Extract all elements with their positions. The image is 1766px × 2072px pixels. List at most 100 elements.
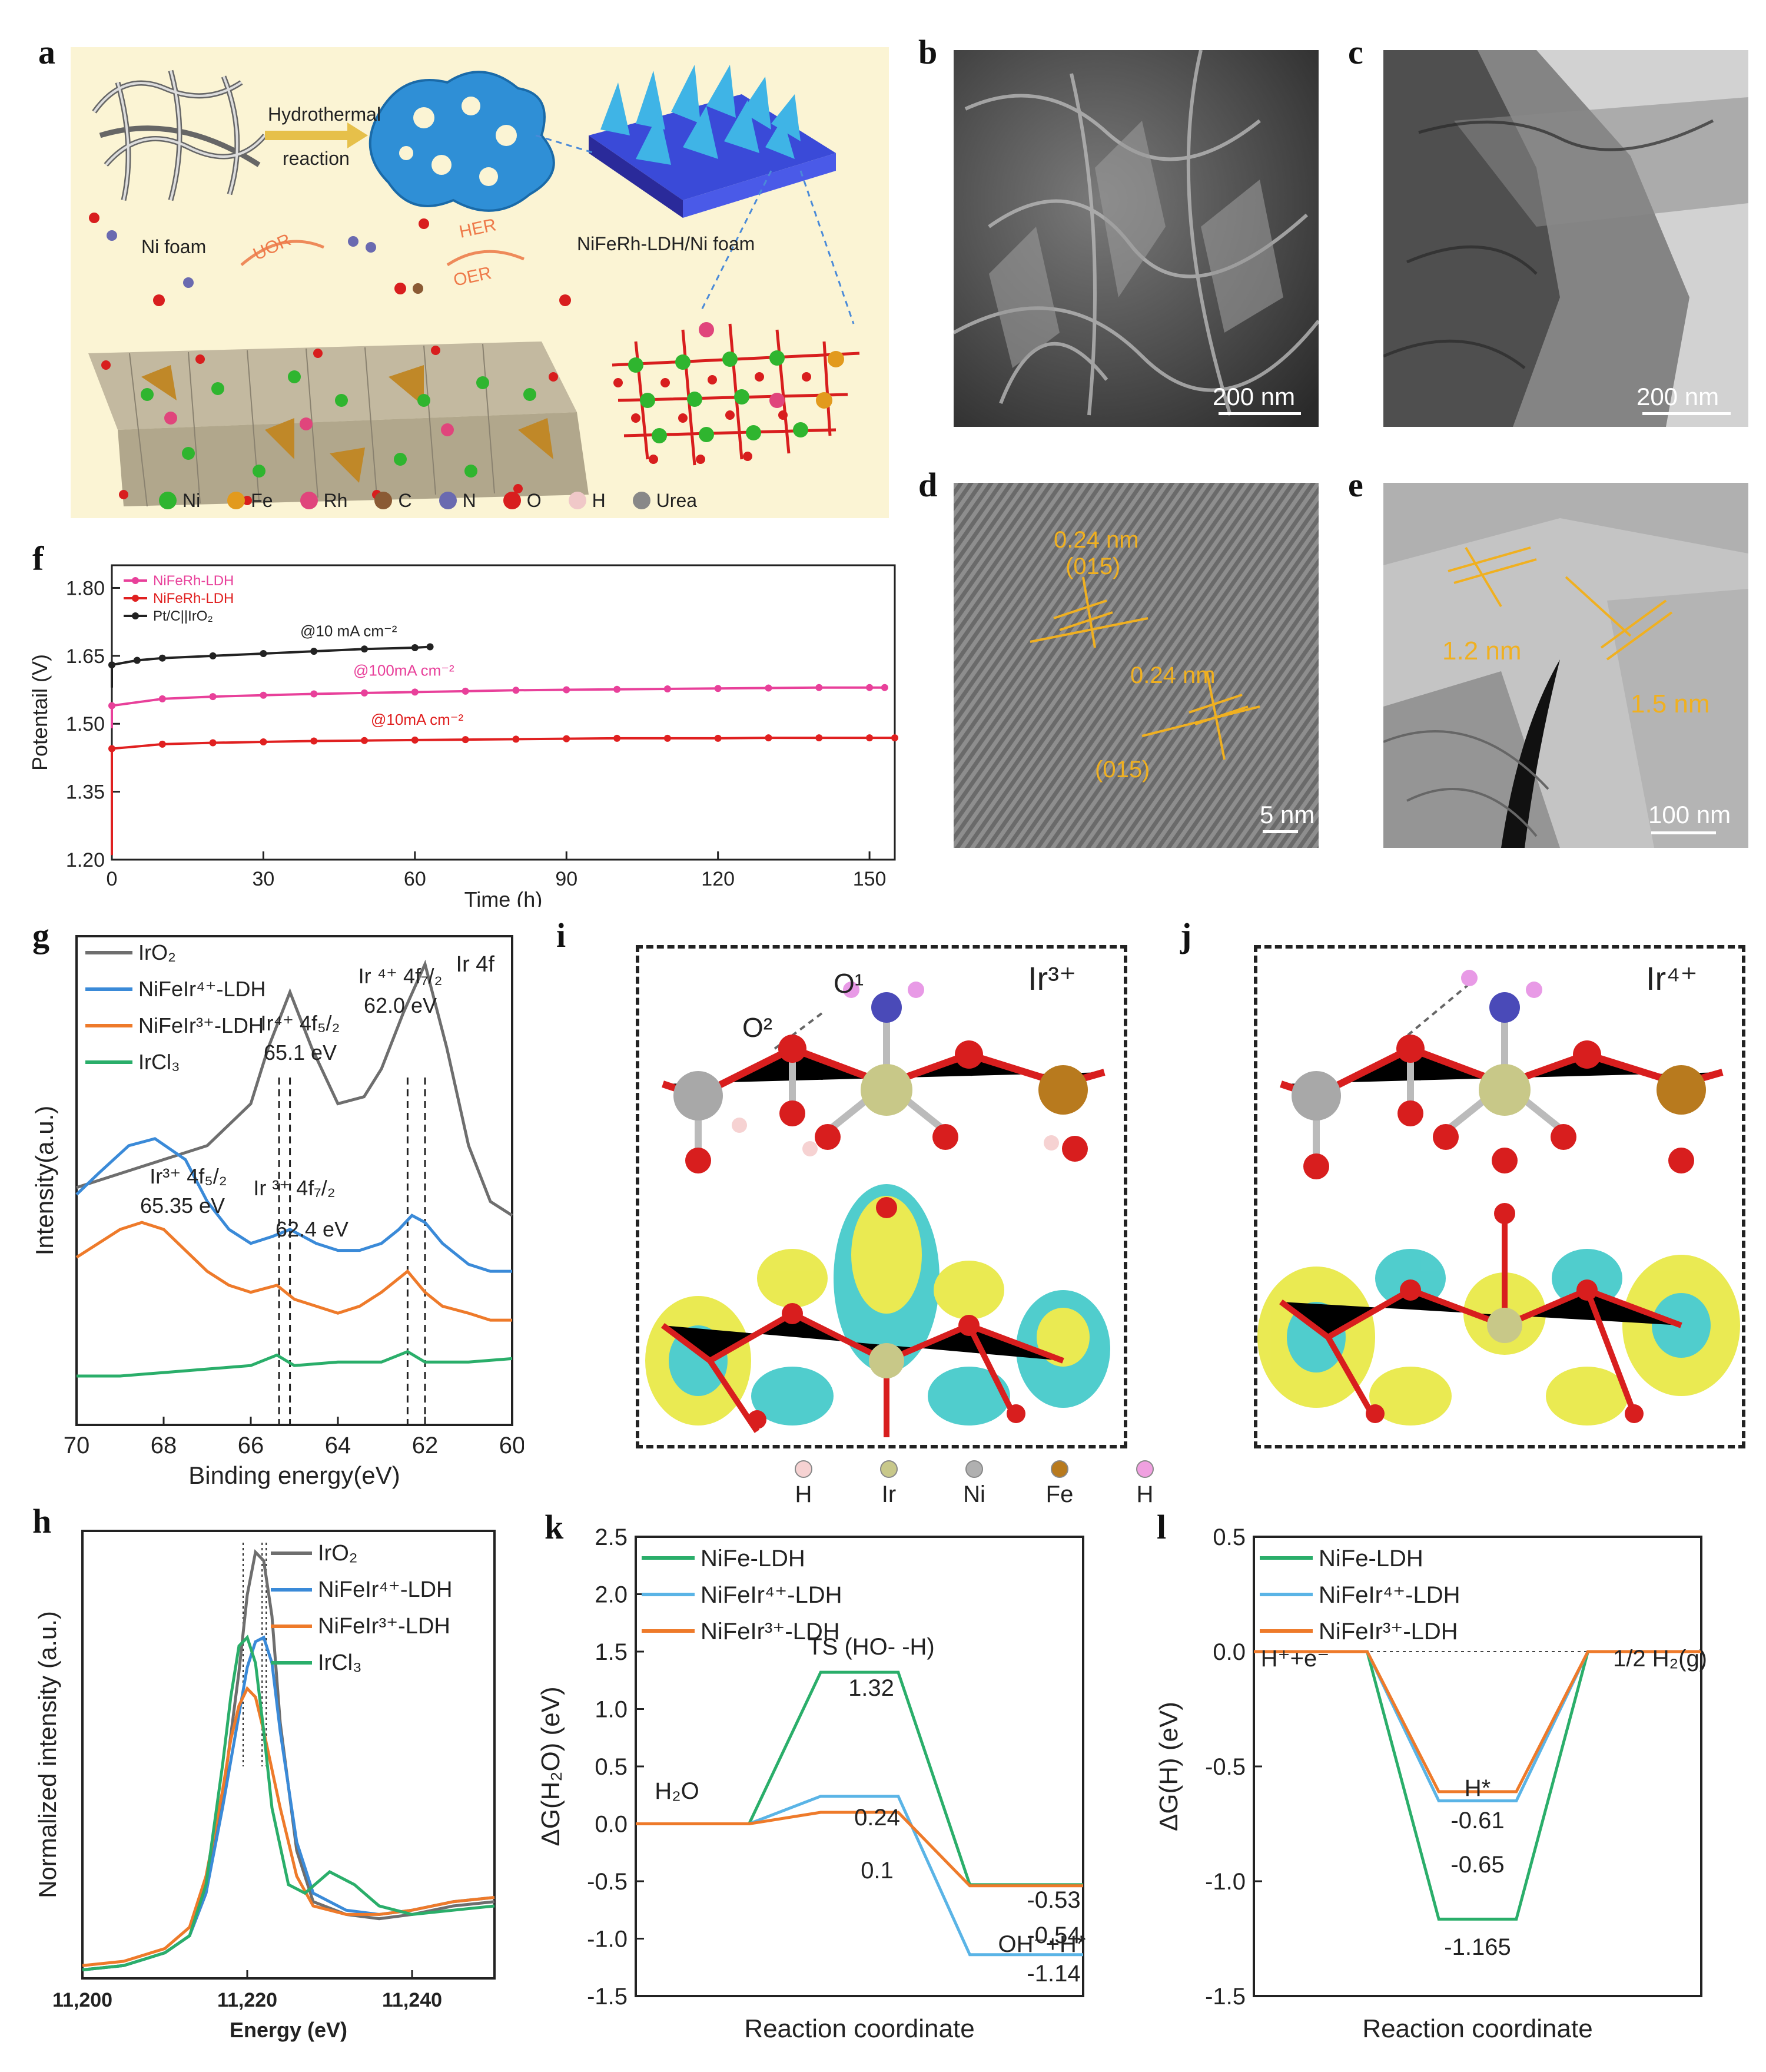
x-tick-label: 30 xyxy=(253,868,275,890)
data-point xyxy=(158,695,166,702)
legend-ij-swatch xyxy=(880,1460,898,1478)
value-label: 1.32 xyxy=(848,1675,894,1701)
data-point xyxy=(411,688,419,696)
legend-label: NiFeIr⁴⁺-LDH xyxy=(1319,1582,1460,1608)
legend-marker xyxy=(132,577,139,584)
x-tick-label: 150 xyxy=(853,868,887,890)
legend-a-label: C xyxy=(398,489,412,511)
state-label: OH⁻+H* xyxy=(998,1931,1086,1957)
svg-text:1.5 nm: 1.5 nm xyxy=(1631,689,1710,718)
y-tick-label: 1.5 xyxy=(595,1639,628,1665)
svg-text:1.2 nm: 1.2 nm xyxy=(1442,636,1522,665)
data-point xyxy=(260,691,267,699)
scalebar-e xyxy=(1651,831,1716,834)
legend-ij-swatch xyxy=(795,1460,812,1478)
panel-label-d: d xyxy=(918,466,938,504)
state-label: TS (HO- -H) xyxy=(808,1634,935,1660)
legend-a-item: Urea xyxy=(632,490,697,512)
svg-text:0.24 nm: 0.24 nm xyxy=(1054,527,1139,553)
legend-ij-label: Ir xyxy=(881,1481,897,1507)
data-point xyxy=(209,739,217,747)
legend-a-swatch xyxy=(568,492,586,509)
ni-foam-label: Ni foam xyxy=(141,236,206,257)
value-label: -1.14 xyxy=(1027,1961,1080,1987)
legend-label: IrO₂ xyxy=(318,1541,358,1566)
data-point xyxy=(563,686,570,694)
x-tick-label: 60 xyxy=(404,868,426,890)
peak-annotation: 62.0 eV xyxy=(364,993,437,1017)
peak-annotation: 62.4 eV xyxy=(275,1217,348,1241)
series-line xyxy=(75,1221,512,1322)
data-point xyxy=(361,737,369,744)
legend-a-label: O xyxy=(526,489,542,511)
series-line xyxy=(82,1686,495,1967)
y-tick-label: 1.80 xyxy=(66,577,105,599)
x-tick-label: 11,240 xyxy=(382,1989,442,2011)
data-point xyxy=(613,734,621,742)
legend-label: Pt/C||IrO₂ xyxy=(153,608,213,624)
svg-text:O²: O² xyxy=(742,1012,772,1043)
x-tick-label: 60 xyxy=(499,1433,524,1458)
y-tick-label: 1.0 xyxy=(595,1697,628,1723)
data-point xyxy=(361,689,369,697)
y-tick-label: 1.50 xyxy=(66,713,105,735)
corner-label: Ir 4f xyxy=(456,952,495,977)
peak-annotation: Ir³⁺ 4f₅/₂ xyxy=(150,1164,227,1188)
x-tick-label: 90 xyxy=(555,868,577,890)
y-tick-label: 0.5 xyxy=(1213,1524,1246,1550)
legend-ij-label: H xyxy=(795,1481,812,1507)
legend-a-swatch xyxy=(159,492,177,509)
legend-a-label: Fe xyxy=(251,489,273,511)
panel-label-k: k xyxy=(545,1508,564,1546)
y-tick-label: -1.5 xyxy=(587,1984,628,2010)
legend-a-item: N xyxy=(439,490,476,512)
product-label: NiFeRh-LDH/Ni foam xyxy=(577,233,755,254)
ldh-cluster-illustration xyxy=(612,322,860,466)
data-point xyxy=(866,734,874,742)
data-point xyxy=(260,650,267,657)
data-point xyxy=(663,685,671,692)
ldh-array-icon xyxy=(589,65,836,218)
legend-label: NiFeIr⁴⁺-LDH xyxy=(138,977,265,1001)
panel-a-schematic: Hydrothermal reaction Ni foam NiFeRh-LDH… xyxy=(71,47,889,518)
data-point xyxy=(891,734,898,742)
legend-label: NiFeIr³⁺-LDH xyxy=(701,1619,840,1645)
y-tick-label: -1.0 xyxy=(587,1927,628,1952)
energy-path xyxy=(636,1670,1083,1887)
series-line xyxy=(111,737,895,856)
legend-label: NiFe-LDH xyxy=(701,1546,805,1572)
x-tick-label: 11,200 xyxy=(52,1989,112,2011)
chart-l-svg: -1.5 -1.0 -0.5 0.0 0.5 Reaction coordinate ΔG(… xyxy=(1154,1524,1707,2043)
legend-a-label: N xyxy=(462,489,476,511)
legend-label: NiFeRh-LDH xyxy=(153,591,234,606)
legend-ij-swatch xyxy=(1051,1460,1068,1478)
x-axis-label: Energy (eV) xyxy=(230,2018,347,2042)
panel-k-chart: -1.5 -1.0 -0.5 0.0 0.5 1.0 1.5 2.0 2.5 Reaction c… xyxy=(536,1519,1154,2061)
panel-label-a: a xyxy=(38,33,55,71)
legend-a-item: Fe xyxy=(227,490,273,512)
legend-a-swatch xyxy=(300,492,318,509)
y-tick-label: 0.0 xyxy=(1213,1639,1246,1665)
data-point xyxy=(108,661,115,669)
series-annotation: @10mA cm⁻² xyxy=(371,711,463,728)
legend-label: NiFeIr⁴⁺-LDH xyxy=(701,1582,842,1608)
data-point xyxy=(411,736,419,744)
series-line xyxy=(76,959,513,1217)
data-point xyxy=(663,734,671,742)
plot-frame xyxy=(75,935,513,1426)
series-line xyxy=(82,1635,495,1972)
chart-f-svg: 0 30 60 90 120 150 1.20 1.35 1.50 1.65 1.80 Time (h… xyxy=(28,564,898,911)
legend-a-swatch xyxy=(374,492,393,509)
peak-annotation: Ir⁴⁺ 4f₅/₂ xyxy=(261,1011,340,1035)
y-tick-label: 1.20 xyxy=(66,849,105,871)
y-tick-label: 2.0 xyxy=(595,1582,628,1608)
x-tick-label: 62 xyxy=(412,1433,439,1458)
legend-ij-swatch xyxy=(1136,1460,1154,1478)
value-label: 0.24 xyxy=(854,1805,900,1831)
panel-label-f: f xyxy=(32,539,44,578)
panel-l-chart: -1.5 -1.0 -0.5 0.0 0.5 Reaction coordinate ΔG(… xyxy=(1154,1519,1754,2061)
data-point xyxy=(158,740,166,748)
peak-annotation: Ir ⁴⁺ 4f₇/₂ xyxy=(358,964,443,988)
scalebar-d xyxy=(1263,830,1298,833)
legend-label: NiFeIr³⁺-LDH xyxy=(1319,1619,1458,1645)
